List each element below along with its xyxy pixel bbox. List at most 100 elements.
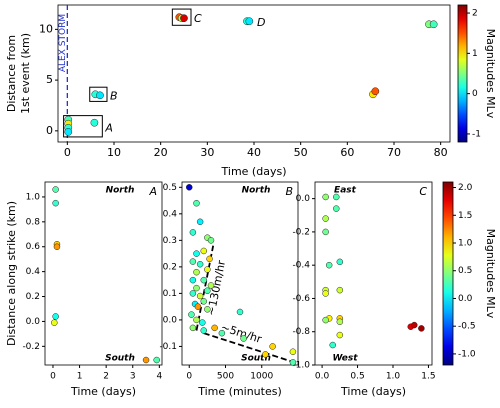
event-point [429,20,438,29]
event-point [189,258,197,265]
y-tick-label: 0.2 [163,262,177,272]
y-tick-label: 0.4 [163,209,178,219]
colorbar-tick-label: 1.0 [458,239,473,249]
event-point [207,282,215,289]
x-axis-label: Time (days) [340,385,406,398]
event-point [193,316,200,324]
colorbar-label: Magnitudes MLv [484,29,497,119]
event-point [199,319,206,326]
y-tick-label: 10 [39,22,53,35]
event-point [193,199,200,207]
event-point [53,243,61,250]
y-tick-label: 0.5 [163,183,177,193]
event-point [333,205,340,212]
event-point [336,286,344,294]
x-tick-label: 1 [77,372,83,382]
event-point [180,14,188,23]
event-point [289,348,297,355]
event-point [371,87,380,96]
cluster-box [89,86,108,102]
x-tick-label: 70 [387,146,401,159]
event-point [96,91,104,100]
event-point [194,303,202,310]
y-tick-label: 0.0 [26,317,41,327]
event-point [333,193,340,201]
event-point [411,321,418,329]
event-point [204,306,211,313]
event-point [322,215,329,222]
event-point [322,228,329,236]
event-point [200,298,207,305]
direction-label: East [334,186,357,196]
event-point [322,193,329,201]
y-tick-label: -0.2 [292,227,310,237]
x-tick-label: 0 [186,372,192,382]
event-point [51,319,58,326]
x-tick-label: 30 [200,146,214,159]
x-tick-label: 0 [64,146,71,159]
x-tick-label: 0 [50,372,56,382]
cluster-label: C [194,12,202,25]
direction-label: North [242,186,271,196]
colorbar [442,181,454,366]
x-tick-label: 20 [154,146,168,159]
cluster-box [171,8,192,26]
x-tick-label: 1.0 [386,372,401,382]
y-tick-label: 0.6 [26,242,41,252]
colorbar-label: Magnitudes MLv [484,229,497,319]
colorbar [457,4,468,143]
y-tick-label: 1.0 [26,192,41,202]
event-point [196,218,204,226]
y-tick-label: -0.2 [22,342,40,352]
x-tick-label: 4 [156,372,162,382]
trend-label: ~5m/hr [219,321,264,346]
x-tick-label: 500 [217,372,234,382]
y-tick-label: 0.8 [26,217,41,227]
direction-label: North [106,186,135,196]
colorbar-tick-label: 1.5 [458,211,472,221]
event-point [289,359,297,366]
event-point [189,290,197,297]
cluster-label: D [257,16,265,29]
y-tick-label: 5 [46,73,53,86]
x-axis-label: Time (minutes) [197,385,282,398]
event-point [262,351,269,358]
colorbar-tick-label: 0.5 [458,266,472,276]
plot-frame [57,4,451,143]
x-tick-label: 3 [130,372,136,382]
event-point [189,276,197,284]
panel-letter: B [285,185,293,198]
event-point [196,260,204,268]
x-tick-label: 1000 [250,372,273,382]
event-point [322,316,329,324]
y-tick-label: -0.1 [159,342,177,352]
cluster-box [63,115,103,138]
event-point [206,255,213,263]
colorbar-tick-label: 2 [472,9,478,19]
panel-letter: A [148,185,157,198]
y-axis-label: 1st event (km) [19,33,32,114]
event-point [52,199,59,207]
event-point [142,356,150,364]
y-axis-label: Distance from [5,35,18,112]
event-point [193,250,200,257]
y-tick-label: -0.4 [292,261,310,271]
x-tick-label: 0.5 [350,372,364,382]
x-tick-label: 50 [294,146,308,159]
x-tick-label: 0.0 [315,372,330,382]
cluster-label: A [104,121,113,134]
event-point [269,343,276,350]
event-point [325,261,333,269]
event-point [90,118,99,127]
x-axis-label: Time (days) [70,385,136,398]
event-point [200,327,207,334]
event-point [52,186,59,193]
direction-label: West [332,354,358,364]
event-point [329,341,336,349]
y-tick-label: 0.2 [26,292,40,302]
event-point [218,329,226,337]
event-point [336,331,344,339]
event-point [188,311,195,318]
plot-frame [44,181,163,366]
